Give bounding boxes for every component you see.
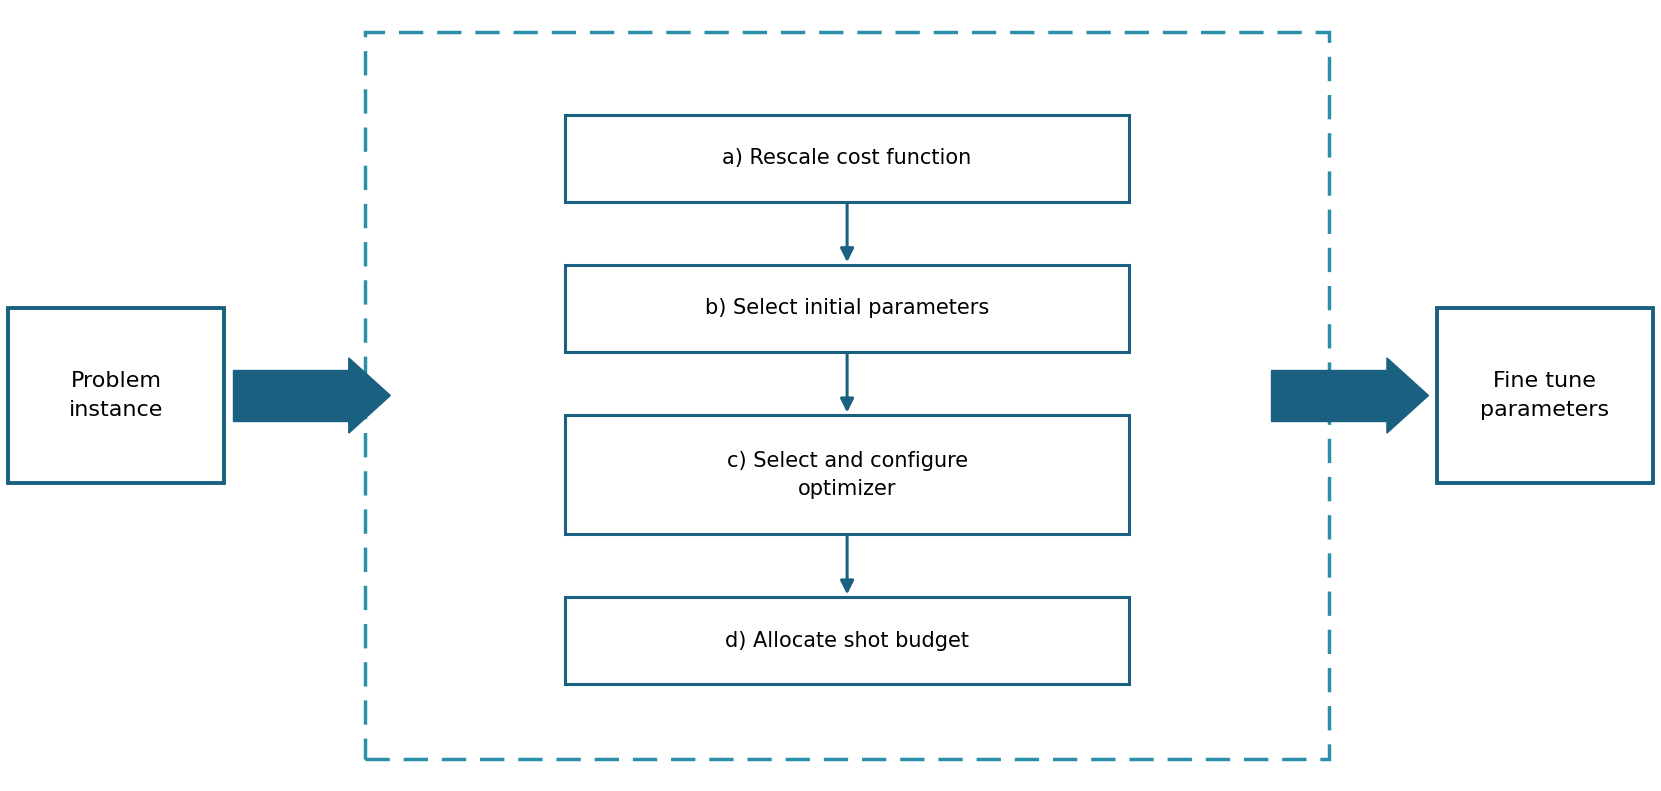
Polygon shape bbox=[1387, 358, 1428, 433]
Text: Fine tune
parameters: Fine tune parameters bbox=[1480, 371, 1610, 420]
FancyBboxPatch shape bbox=[8, 308, 224, 483]
Bar bbox=[233, 370, 349, 421]
Text: c) Select and configure
optimizer: c) Select and configure optimizer bbox=[726, 451, 968, 498]
Text: b) Select initial parameters: b) Select initial parameters bbox=[704, 298, 990, 319]
FancyBboxPatch shape bbox=[1437, 308, 1653, 483]
Bar bbox=[1271, 370, 1387, 421]
Polygon shape bbox=[349, 358, 390, 433]
Text: a) Rescale cost function: a) Rescale cost function bbox=[723, 148, 972, 168]
FancyBboxPatch shape bbox=[565, 115, 1129, 202]
FancyBboxPatch shape bbox=[565, 415, 1129, 534]
FancyBboxPatch shape bbox=[565, 265, 1129, 352]
Text: Problem
instance: Problem instance bbox=[70, 371, 163, 420]
FancyBboxPatch shape bbox=[565, 597, 1129, 684]
Text: d) Allocate shot budget: d) Allocate shot budget bbox=[726, 630, 968, 651]
